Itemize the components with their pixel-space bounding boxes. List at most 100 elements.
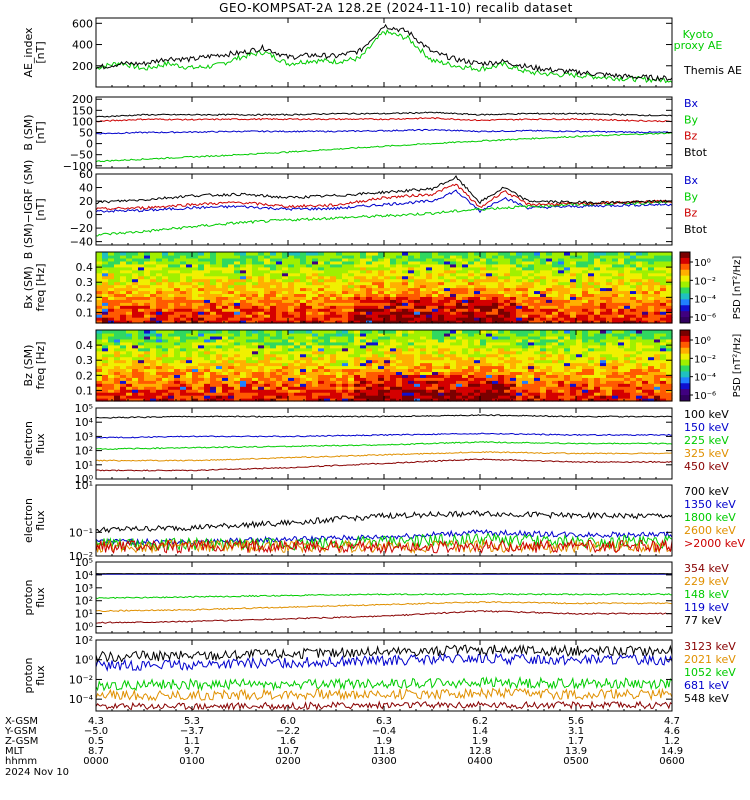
spectrogram-cell — [318, 377, 325, 381]
spectrogram-cell — [186, 368, 193, 373]
spectrogram-cell — [408, 332, 415, 337]
spectrogram-cell — [198, 311, 205, 315]
spectrogram-cell — [372, 269, 379, 274]
spectrogram-cell — [288, 281, 295, 286]
colorbar-step — [680, 365, 690, 372]
spectrogram-cell — [648, 380, 655, 384]
spectrogram-cell — [174, 305, 181, 309]
spectrogram-cell — [216, 383, 223, 387]
spectrogram-cell — [636, 293, 643, 297]
spectrogram-cell — [576, 380, 583, 384]
spectrogram-cell — [642, 347, 649, 352]
spectrogram-cell — [360, 350, 367, 355]
spectrogram-cell — [330, 368, 337, 373]
spectrogram-cell — [558, 371, 565, 375]
spectrogram-cell — [456, 347, 463, 352]
spectrogram-cell — [210, 252, 217, 256]
spectrogram-cell — [132, 257, 139, 262]
spectrogram-cell — [642, 356, 649, 361]
spectrogram-cell — [414, 395, 421, 399]
spectrogram-cell — [402, 395, 409, 399]
spectrogram-cell — [666, 287, 673, 292]
spectrogram-cell — [318, 398, 325, 402]
spectrogram-cell — [360, 281, 367, 286]
spectrogram-cell — [600, 365, 607, 370]
spectrogram-cell — [648, 353, 655, 358]
colorbar-tick-label: 10⁰ — [694, 258, 711, 269]
spectrogram-cell — [480, 299, 487, 303]
spectrogram-cell — [270, 335, 277, 340]
spectrogram-cell — [462, 386, 469, 390]
spectrogram-cell — [174, 284, 181, 289]
spectrogram-cell — [282, 371, 289, 375]
spectrogram-cell — [258, 332, 265, 337]
spectrogram-cell — [594, 338, 601, 343]
spectrogram-cell — [204, 290, 211, 295]
spectrogram-cell — [564, 293, 571, 297]
spectrogram-cell — [348, 320, 355, 324]
spectrogram-cell — [654, 311, 661, 315]
spectrogram-cell — [216, 356, 223, 361]
spectrogram-cell — [144, 377, 151, 381]
spectrogram-cell — [528, 290, 535, 295]
spectrogram-cell — [492, 377, 499, 381]
spectrogram-cell — [360, 317, 367, 321]
spectrogram-cell — [348, 332, 355, 337]
spectrogram-cell — [174, 266, 181, 271]
spectrogram-cell — [294, 302, 301, 306]
spectrogram-cell — [612, 266, 619, 271]
spectrogram-cell — [348, 386, 355, 390]
spectrogram-cell — [354, 305, 361, 309]
spectrogram-cell — [306, 359, 313, 364]
colorbar-tick-label: 10⁻⁴ — [694, 373, 716, 384]
spectrogram-cell — [642, 284, 649, 289]
spectrogram-cell — [534, 344, 541, 349]
spectrogram-cell — [360, 362, 367, 367]
spectrogram-cell — [570, 365, 577, 370]
spectrogram-cell — [378, 302, 385, 306]
spectrogram-cell — [630, 263, 637, 268]
spectrogram-cell — [342, 254, 349, 259]
spectrogram-cell — [630, 305, 637, 309]
spectrogram-cell — [570, 359, 577, 364]
spectrogram-cell — [462, 314, 469, 318]
spectrogram-cell — [552, 377, 559, 381]
colorbar-step — [680, 263, 690, 271]
spectrogram-cell — [354, 317, 361, 321]
spectrogram-cell — [480, 347, 487, 352]
spectrogram-cell — [258, 287, 265, 292]
spectrogram-cell — [384, 347, 391, 352]
spectrogram-cell — [114, 293, 121, 297]
spectrogram-cell — [570, 263, 577, 268]
spectrogram-cell — [282, 386, 289, 390]
spectrogram-cell — [192, 287, 199, 292]
spectrogram-cell — [108, 389, 115, 393]
spectrogram-cell — [324, 260, 331, 265]
spectrogram-cell — [234, 392, 241, 396]
spectrogram-cell — [114, 281, 121, 286]
spectrogram-cell — [468, 365, 475, 370]
spectrogram-cell — [120, 272, 127, 277]
spectrogram-cell — [636, 263, 643, 268]
spectrogram-cell — [528, 395, 535, 399]
spectrogram-cell — [204, 320, 211, 324]
spectrogram-cell — [594, 356, 601, 361]
spectrogram-cell — [462, 275, 469, 280]
spectrogram-cell — [660, 392, 667, 396]
spectrogram-cell — [426, 380, 433, 384]
spectrogram-cell — [120, 311, 127, 315]
spectrogram-cell — [180, 252, 187, 256]
spectrogram-cell — [210, 344, 217, 349]
spectrogram-cell — [588, 395, 595, 399]
spectrogram-cell — [108, 284, 115, 289]
spectrogram-cell — [618, 287, 625, 292]
spectrogram-cell — [336, 314, 343, 318]
spectrogram-cell — [228, 330, 235, 334]
spectrogram-cell — [102, 311, 109, 315]
spectrogram-cell — [282, 383, 289, 387]
spectrogram-cell — [474, 260, 481, 265]
spectrogram-cell — [468, 296, 475, 300]
spectrogram-cell — [552, 290, 559, 295]
spectrogram-cell — [192, 365, 199, 370]
spectrogram-cell — [534, 254, 541, 259]
